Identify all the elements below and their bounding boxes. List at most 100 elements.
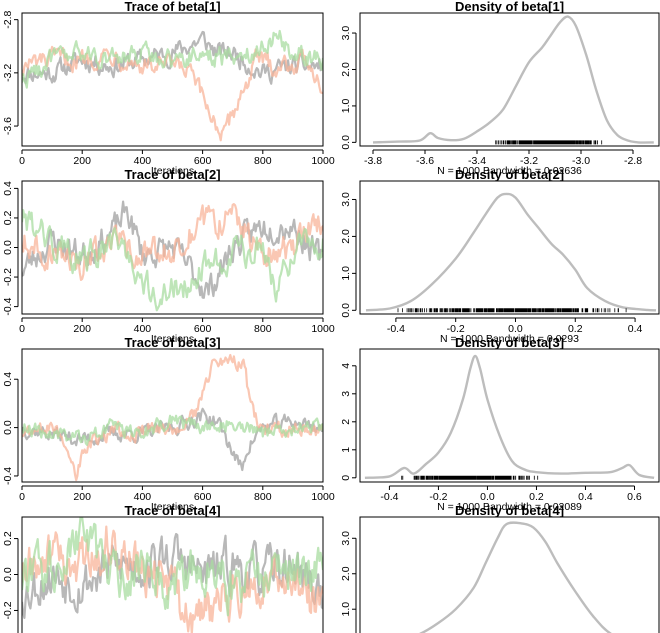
panel-4-y-tick-label: 2.0 (340, 229, 352, 244)
panel-2-x-axis: -3.8 -3.6 -3.4 -3.2 -3.0 -2.8 (364, 149, 642, 167)
panel-3-frame (21, 180, 324, 315)
panel-6-rug (401, 475, 539, 480)
panel-5-y-tick-label: 0.0 (2, 420, 14, 435)
panel-2-y-tick-label: 2.0 (340, 62, 352, 77)
panel-1-x-axis: 0 200 400 600 800 1000 (19, 149, 335, 167)
panel-7: Trace of beta[4]-0.4-0.20.00.2 (2, 503, 324, 633)
panel-4-frame (359, 180, 660, 315)
panel-7-chain-3 (22, 517, 323, 617)
panel-6-x-tick-label: 0.4 (578, 491, 593, 503)
panel-5-chain-2 (22, 353, 323, 482)
panel-2-x-tick-label: -3.2 (520, 155, 538, 167)
panel-5-x-label: Iterations (151, 501, 194, 513)
panel-1-title: Trace of beta[1] (124, 0, 220, 14)
panel-4: Density of beta[2] -0.4 -0.2 0.0 0.2 0.4 N = 1… (340, 167, 660, 345)
panel-3-x-tick-label: 600 (194, 323, 212, 335)
panel-8: Density of beta[4]0.01.02.03.0 (340, 503, 660, 633)
panel-6-subtitle: N = 1000 Bandwidth = 0.02089 (437, 501, 582, 513)
panel-1-x-label: Iterations (151, 165, 194, 177)
panel-4-x-axis: -0.4 -0.2 0.0 0.2 0.4 (387, 317, 643, 335)
panel-7-y-tick-label: 0.0 (2, 567, 14, 582)
panel-3-y-tick-label: 0.0 (2, 240, 14, 255)
panel-4-subtitle: N = 1000 Bandwidth = 0.0293 (440, 333, 579, 345)
panel-6-rug-ticks (401, 475, 539, 480)
panel-8-y-tick-label: 2.0 (340, 566, 352, 581)
panel-4-x-tick-label: 0.0 (508, 323, 523, 335)
panel-2-y-axis: 0.0 1.0 2.0 3.0 (340, 26, 357, 150)
panel-8-y-tick-label: 1.0 (340, 602, 352, 617)
panel-2-x-tick-label: -3.6 (416, 155, 434, 167)
panel-6-title: Density of beta[3] (455, 335, 564, 350)
panel-1-x-tick-label: 1000 (311, 155, 335, 167)
panel-6-x-axis: -0.4 -0.2 0.0 0.2 0.4 0.6 (380, 485, 642, 503)
panel-1-y-axis: -3.6 -3.2 -2.8 (2, 10, 19, 135)
panel-1-x-tick-label: 0 (19, 155, 25, 167)
panel-6-x-tick-label: 0.0 (480, 491, 495, 503)
panel-5-x-tick-label: 400 (134, 491, 152, 503)
panel-7-y-tick-label: 0.2 (2, 531, 14, 546)
panel-2-subtitle: N = 1000 Bandwidth = 0.02636 (437, 165, 582, 177)
panel-2-rug-ticks (495, 140, 603, 145)
panel-4-y-axis: 0.0 1.0 2.0 3.0 (340, 192, 357, 318)
panel-1: Trace of beta[1] 0 200 400 600 800 1000 Iterati… (2, 0, 335, 177)
panel-3-x-tick-label: 200 (73, 323, 91, 335)
panel-3-x-label: Iterations (151, 333, 194, 345)
panel-2-title: Density of beta[1] (455, 0, 564, 14)
panel-4-series-group (365, 192, 657, 313)
panel-5-x-tick-label: 200 (73, 491, 91, 503)
panel-7-frame (21, 516, 324, 633)
panel-1-x-tick-label: 600 (194, 155, 212, 167)
panel-2-frame (359, 12, 660, 147)
panel-6-x-tick-label: -0.4 (380, 491, 398, 503)
panel-1-y-tick-label: -3.2 (2, 64, 14, 82)
panel-4-y-tick-label: 3.0 (340, 192, 352, 207)
panel-5-x-tick-label: 800 (254, 491, 272, 503)
panel-2-rug (495, 140, 603, 145)
panel-6-y-tick-label: 0 (340, 475, 352, 481)
panel-5-frame (21, 348, 324, 483)
panel-6-y-tick-label: 1 (340, 447, 352, 453)
panel-7-chain-1 (22, 532, 323, 620)
panel-3-x-tick-label: 1000 (311, 323, 335, 335)
panel-2-y-tick-label: 1.0 (340, 98, 352, 113)
panel-4-y-tick-label: 0.0 (340, 303, 352, 318)
panel-5-y-tick-label: -0.4 (2, 467, 14, 485)
panel-5-x-tick-label: 600 (194, 491, 212, 503)
panel-4-rug (397, 308, 627, 313)
panel-2-x-tick-label: -2.8 (624, 155, 642, 167)
panel-6-frame (359, 348, 660, 483)
panel-7-title: Trace of beta[4] (124, 503, 220, 518)
panel-7-y-tick-label: -0.2 (2, 601, 14, 619)
panel-8-density-curve (419, 521, 612, 633)
panel-1-x-tick-label: 200 (73, 155, 91, 167)
panel-6-x-tick-label: 0.6 (627, 491, 642, 503)
panel-8-title: Density of beta[4] (455, 503, 564, 518)
panel-4-x-tick-label: 0.4 (628, 323, 643, 335)
panel-5-y-axis: -0.4 0.0 0.4 (2, 372, 19, 485)
panel-4-x-tick-label: -0.2 (447, 323, 465, 335)
panel-6-y-axis: 0 1 2 3 4 (340, 363, 357, 481)
panel-5-series-group (22, 353, 323, 482)
panel-2-y-tick-label: 0.0 (340, 135, 352, 150)
panel-3-chain-2 (22, 203, 323, 281)
panel-7-y-axis: -0.4-0.20.00.2 (2, 531, 19, 633)
panel-2-x-tick-label: -3.0 (572, 155, 590, 167)
panel-3-x-tick-label: 400 (134, 323, 152, 335)
panel-4-density-curve (365, 192, 657, 312)
panel-3-y-tick-label: 0.2 (2, 210, 14, 225)
panel-3-x-tick-label: 800 (254, 323, 272, 335)
panel-5-title: Trace of beta[3] (124, 335, 220, 350)
panel-6-y-tick-label: 3 (340, 391, 352, 397)
panel-8-y-tick-label: 3.0 (340, 531, 352, 546)
panel-3-x-axis: 0 200 400 600 800 1000 (19, 317, 335, 335)
panel-3-chain-3 (22, 209, 323, 312)
panel-6-x-tick-label: -0.2 (429, 491, 447, 503)
panel-7-series-group (22, 517, 323, 633)
panel-3-y-tick-label: -0.2 (2, 268, 14, 286)
panel-7-chain-2 (22, 525, 323, 633)
panel-5-chain-3 (22, 414, 323, 446)
panel-6-x-tick-label: 0.2 (529, 491, 544, 503)
panel-4-y-tick-label: 1.0 (340, 266, 352, 281)
panel-6: Density of beta[3] -0.4 -0.2 0.0 0.2 0.4 0.6 N … (340, 335, 660, 513)
